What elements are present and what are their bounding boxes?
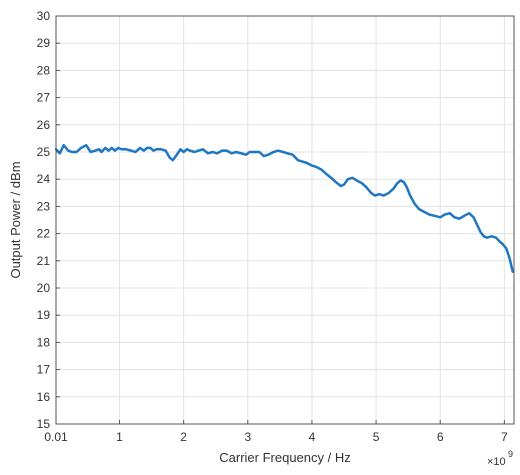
y-tick-label: 21	[37, 254, 51, 268]
x-tick-label: 5	[373, 430, 380, 444]
y-tick-label: 20	[37, 281, 51, 295]
y-tick-label: 22	[37, 227, 51, 241]
x-tick-label: 4	[309, 430, 316, 444]
series-line	[54, 143, 514, 273]
x-tick-label: 2	[180, 430, 187, 444]
y-tick-label: 28	[37, 63, 51, 77]
x-axis-ticks: 0.01 1 2 3 4 5 6 7	[44, 420, 508, 444]
grid-lines	[56, 16, 514, 424]
y-tick-label: 16	[37, 390, 51, 404]
plot-border	[55, 15, 515, 425]
y-tick-label: 27	[37, 91, 51, 105]
y-tick-label: 23	[37, 199, 51, 213]
x-exponent-power: 9	[508, 449, 513, 459]
x-tick-label: 3	[244, 430, 251, 444]
plot-background	[56, 16, 514, 424]
x-tick-label: 6	[437, 430, 444, 444]
y-tick-label: 25	[37, 145, 51, 159]
x-axis-label: Carrier Frequency / Hz	[219, 450, 350, 465]
x-exponent-base: ×10	[487, 456, 506, 468]
y-tick-label: 30	[37, 9, 51, 23]
x-tick-label: 0.01	[44, 430, 68, 444]
y-tick-label: 17	[37, 363, 51, 377]
y-tick-label: 18	[37, 335, 51, 349]
data-series	[54, 143, 514, 273]
y-tick-label: 26	[37, 118, 51, 132]
y-tick-label: 15	[37, 417, 51, 431]
x-tick-label: 1	[116, 430, 123, 444]
y-tick-label: 29	[37, 36, 51, 50]
y-tick-label: 19	[37, 308, 51, 322]
y-axis-label: Output Power / dBm	[8, 161, 23, 278]
x-exponent-label: ×10 9	[487, 449, 513, 468]
y-axis-ticks: 15 16 17 18 19 20 21 22 23 24 25 26 27 28 29 30	[37, 9, 60, 431]
y-tick-label: 24	[37, 172, 51, 186]
x-tick-label: 7	[501, 430, 508, 444]
